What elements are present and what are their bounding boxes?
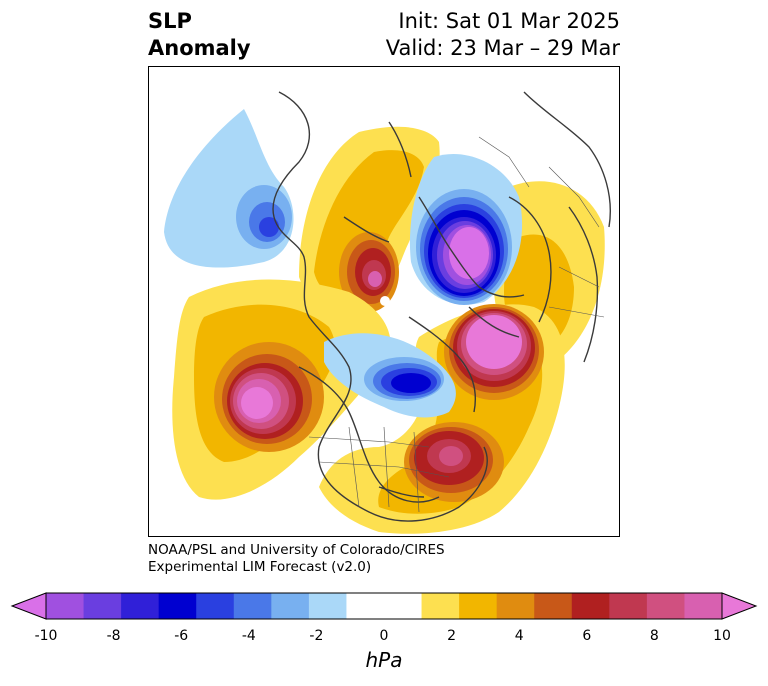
colorbar-tick-label: -8 — [106, 628, 121, 644]
colorbar-segment — [384, 593, 423, 619]
colorbar-outline — [45, 592, 723, 620]
colorbar-segment — [646, 593, 685, 619]
credit-text: NOAA/PSL and University of Colorado/CIRE… — [148, 542, 445, 576]
colorbar-tick-label: 4 — [514, 628, 524, 644]
colorbar-segment — [158, 593, 197, 619]
colorbar-segment — [308, 593, 347, 619]
colorbar-tick-label: -10 — [34, 628, 58, 644]
colorbar-segment — [496, 593, 535, 619]
title-line-1: SLP — [148, 9, 192, 33]
colorbar-tick-label: 0 — [379, 628, 389, 644]
colorbar-segment — [571, 593, 610, 619]
colorbar-segment — [233, 593, 272, 619]
colorbar-segment — [459, 593, 498, 619]
colorbar-unit-label: hPa — [365, 648, 403, 672]
anomaly-map — [148, 66, 620, 537]
colorbar-tick-label: 6 — [582, 628, 592, 644]
negative-anomaly-alaska-siberia — [259, 217, 279, 237]
colorbar-tick-label: -6 — [174, 628, 189, 644]
positive-anomaly-east-siberia — [368, 271, 382, 287]
colorbar-segment — [271, 593, 310, 619]
colorbar-segment — [196, 593, 235, 619]
coastlines — [272, 91, 611, 522]
map-title: SLP Anomaly — [148, 8, 251, 62]
colorbar-tick-label: 2 — [447, 628, 457, 644]
anomaly-map-canvas — [164, 91, 611, 534]
colorbar-segment — [684, 593, 723, 619]
colorbar-segment — [346, 593, 385, 619]
negative-anomaly-eurasia-arctic — [449, 227, 489, 279]
credit-line-2: Experimental LIM Forecast (v2.0) — [148, 559, 372, 575]
colorbar-segment — [46, 593, 85, 619]
colorbar-tick-label: -4 — [241, 628, 256, 644]
country-borders — [308, 136, 605, 513]
colorbar-tick-label: 10 — [713, 628, 731, 644]
positive-anomaly-north-pacific — [241, 387, 273, 419]
colorbar-segment — [534, 593, 573, 619]
colorbar-segment — [609, 593, 648, 619]
positive-anomaly-north-atlantic — [439, 446, 463, 466]
credit-line-1: NOAA/PSL and University of Colorado/CIRE… — [148, 542, 445, 558]
init-date: Init: Sat 01 Mar 2025 — [398, 9, 620, 33]
title-line-2: Anomaly — [148, 36, 251, 60]
colorbar-segment — [83, 593, 122, 619]
valid-range: Valid: 23 Mar – 29 Mar — [385, 36, 620, 60]
north-pole-marker — [380, 296, 390, 306]
negative-anomaly-north-america — [391, 373, 431, 393]
colorbar-extend-low — [10, 592, 47, 620]
forecast-dates: Init: Sat 01 Mar 2025 Valid: 23 Mar – 29… — [386, 8, 620, 62]
colorbar-tick-label: -2 — [309, 628, 324, 644]
colorbar-segment — [421, 593, 460, 619]
colorbar-tick-label: 8 — [649, 628, 659, 644]
colorbar — [10, 592, 758, 620]
colorbar-extend-high — [721, 592, 758, 620]
colorbar-segment — [121, 593, 160, 619]
positive-anomaly-north-atlantic — [466, 315, 522, 369]
